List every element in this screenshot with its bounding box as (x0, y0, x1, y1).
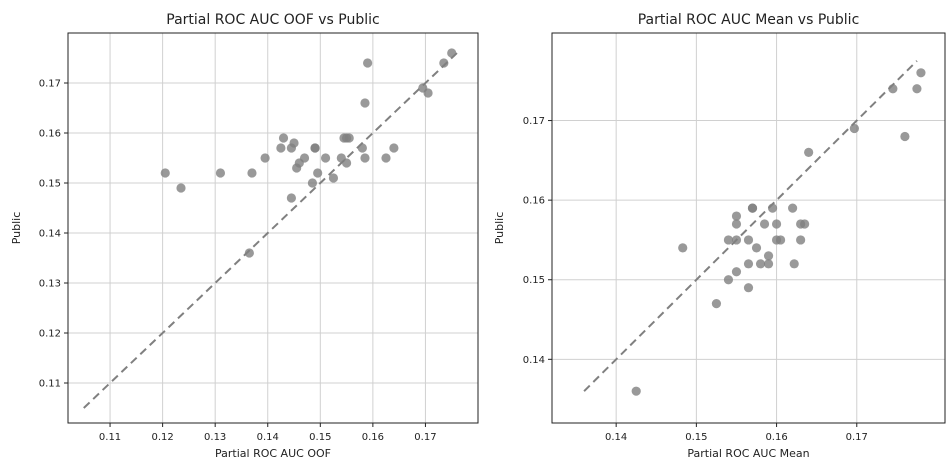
data-point-31 (389, 143, 399, 153)
data-point-23 (341, 158, 352, 168)
x-tick-label: 0.17 (846, 432, 868, 443)
data-point-19 (763, 251, 774, 261)
data-point-30 (849, 123, 859, 134)
data-point-7 (731, 235, 742, 245)
data-point-33 (912, 84, 922, 94)
data-point-17 (759, 219, 770, 229)
x-tick-label: 0.14 (257, 432, 279, 443)
data-point-8 (278, 133, 289, 143)
y-tick-label: 0.14 (523, 355, 545, 366)
data-point-14 (299, 153, 310, 163)
data-point-22 (771, 219, 782, 229)
subplot-1: 0.11 0.12 0.13 0.14 0.15 0.16 0.17 0.11 0.12 0.13… (10, 12, 479, 460)
data-point-33 (423, 88, 433, 98)
data-point-9 (731, 211, 742, 221)
x-tick-label: 0.12 (151, 432, 173, 443)
x-axis-label: Partial ROC AUC OOF (215, 447, 331, 460)
data-point-30 (381, 153, 391, 163)
data-point-34 (439, 58, 449, 68)
data-point-7 (276, 143, 286, 153)
chart-title: Partial ROC AUC Mean vs Public (638, 12, 860, 28)
data-point-29 (363, 58, 373, 68)
data-point-11 (289, 138, 299, 148)
data-point-3 (711, 299, 722, 309)
data-point-26 (796, 235, 806, 245)
data-point-20 (328, 173, 339, 183)
reference-line (83, 52, 458, 409)
x-tick-label: 0.14 (605, 432, 627, 443)
data-point-23 (775, 235, 786, 245)
y-axis-label: Public (493, 212, 506, 245)
y-tick-label: 0.13 (39, 279, 61, 290)
y-tick-label: 0.17 (39, 79, 61, 90)
y-tick-label: 0.11 (39, 379, 61, 390)
y-tick-label: 0.15 (523, 275, 545, 286)
data-point-20 (767, 203, 778, 213)
data-point-16 (755, 259, 766, 269)
data-point-5 (244, 248, 254, 258)
x-tick-label: 0.15 (309, 432, 331, 443)
x-tick-label: 0.13 (204, 432, 226, 443)
data-point-11 (743, 259, 754, 269)
data-point-29 (804, 147, 814, 157)
data-point-2 (678, 243, 688, 253)
y-tick-label: 0.12 (39, 329, 61, 340)
y-tick-label: 0.15 (39, 179, 61, 190)
data-point-19 (320, 153, 331, 163)
x-tick-label: 0.16 (765, 432, 787, 443)
data-point-4 (247, 168, 257, 178)
data-point-35 (447, 48, 457, 58)
x-axis-label: Partial ROC AUC Mean (687, 447, 809, 460)
data-point-9 (286, 193, 296, 203)
x-tick-label: 0.11 (99, 432, 121, 443)
data-point-12 (743, 235, 754, 245)
data-point-4 (723, 275, 734, 285)
data-point-1 (160, 168, 170, 178)
data-point-28 (360, 98, 370, 108)
x-tick-label: 0.17 (414, 432, 436, 443)
plot-frame (551, 32, 946, 424)
x-tick-label: 0.15 (685, 432, 707, 443)
data-point-34 (916, 68, 926, 78)
data-point-8 (731, 219, 742, 229)
data-point-14 (747, 203, 758, 213)
y-tick-label: 0.17 (523, 116, 545, 127)
y-tick-label: 0.14 (39, 229, 61, 240)
data-point-6 (731, 267, 742, 277)
subplot-2: 0.14 0.15 0.16 0.17 0.14 0.15 0.16 0.17 Partial … (493, 12, 946, 460)
data-point-6 (260, 153, 270, 163)
data-point-15 (751, 243, 762, 253)
data-point-18 (313, 168, 323, 178)
data-point-17 (310, 143, 320, 153)
data-point-28 (800, 219, 810, 229)
data-point-25 (789, 259, 799, 269)
data-point-25 (344, 133, 354, 143)
y-axis-label: Public (10, 212, 23, 245)
plot-frame (67, 32, 479, 424)
data-point-15 (307, 178, 318, 188)
data-point-31 (888, 84, 898, 94)
data-point-18 (763, 259, 774, 269)
data-point-10 (743, 283, 754, 293)
data-point-32 (900, 131, 910, 142)
y-tick-label: 0.16 (523, 196, 545, 207)
reference-line (583, 60, 918, 392)
data-point-26 (357, 143, 367, 153)
data-point-24 (788, 203, 798, 213)
data-point-3 (215, 168, 226, 178)
x-tick-label: 0.16 (362, 432, 384, 443)
data-point-2 (176, 183, 186, 193)
data-point-27 (360, 153, 370, 163)
chart-title: Partial ROC AUC OOF vs Public (166, 12, 379, 28)
data-point-5 (723, 235, 734, 245)
data-point-1 (631, 386, 641, 396)
y-tick-label: 0.16 (39, 129, 61, 140)
